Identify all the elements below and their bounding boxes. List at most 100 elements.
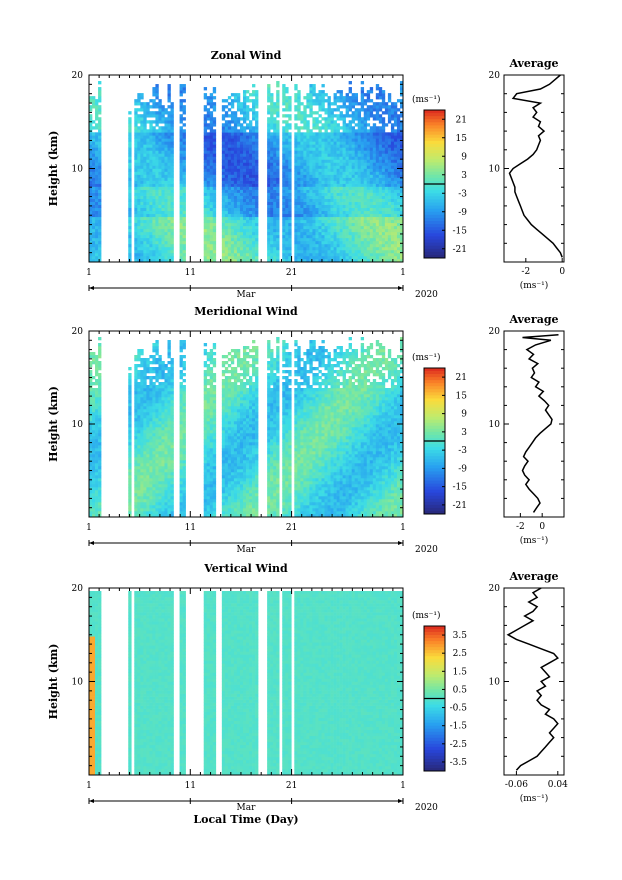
- heatmap-cell: [306, 211, 309, 214]
- heatmap-cell: [228, 162, 231, 165]
- heatmap-cell: [361, 190, 364, 193]
- heatmap-cell: [95, 505, 98, 508]
- heatmap-cell: [146, 451, 149, 454]
- heatmap-cell: [237, 169, 240, 172]
- heatmap-cell: [161, 229, 164, 232]
- heatmap-cell: [340, 93, 343, 96]
- heatmap-cell: [225, 250, 228, 253]
- heatmap-cell: [246, 175, 249, 178]
- heatmap-cell: [92, 211, 95, 214]
- heatmap-cell: [134, 499, 137, 502]
- heatmap-cell: [155, 208, 158, 211]
- heatmap-cell: [95, 226, 98, 229]
- heatmap-cell: [349, 193, 352, 196]
- heatmap-cell: [149, 490, 152, 493]
- heatmap-cell: [143, 391, 146, 394]
- heatmap-cell: [379, 90, 382, 93]
- heatmap-cell: [288, 202, 291, 205]
- heatmap-cell: [92, 150, 95, 153]
- heatmap-cell: [255, 196, 258, 199]
- heatmap-cell: [143, 358, 146, 361]
- heatmap-cell: [358, 102, 361, 105]
- heatmap-cell: [346, 162, 349, 165]
- heatmap-cell: [146, 484, 149, 487]
- heatmap-cell: [92, 502, 95, 505]
- heatmap-cell: [228, 196, 231, 199]
- heatmap-cell: [140, 156, 143, 159]
- heatmap-cell: [128, 205, 131, 208]
- heatmap-cell: [222, 126, 225, 129]
- heatmap-cell: [349, 229, 352, 232]
- heatmap-cell: [379, 108, 382, 111]
- heatmap-cell: [349, 238, 352, 241]
- heatmap-cell: [318, 150, 321, 153]
- heatmap-cell: [337, 141, 340, 144]
- heatmap-cell: [225, 226, 228, 229]
- heatmap-cell: [168, 96, 171, 99]
- heatmap-cell: [168, 208, 171, 211]
- heatmap-cell: [98, 493, 101, 496]
- heatmap-cell: [394, 247, 397, 250]
- heatmap-cell: [343, 232, 346, 235]
- heatmap-cell: [204, 238, 207, 241]
- heatmap-cell: [382, 223, 385, 226]
- heatmap-cell: [397, 156, 400, 159]
- heatmap-cell: [143, 496, 146, 499]
- heatmap-cell: [98, 153, 101, 156]
- heatmap-cell: [134, 448, 137, 451]
- heatmap-cell: [128, 156, 131, 159]
- heatmap-cell: [273, 235, 276, 238]
- heatmap-cell: [143, 199, 146, 202]
- heatmap-cell: [340, 193, 343, 196]
- heatmap-cell: [231, 253, 234, 256]
- colorbar-cell: [424, 199, 445, 202]
- heatmap-cell: [161, 165, 164, 168]
- heatmap-cell: [379, 105, 382, 108]
- heatmap-cell: [128, 499, 131, 502]
- heatmap-cell: [98, 445, 101, 448]
- heatmap-cell: [137, 181, 140, 184]
- heatmap-cell: [158, 190, 161, 193]
- heatmap-cell: [168, 144, 171, 147]
- heatmap-cell: [98, 111, 101, 114]
- heatmap-cell: [334, 175, 337, 178]
- heatmap-cell: [315, 199, 318, 202]
- heatmap-cell: [140, 430, 143, 433]
- heatmap-cell: [343, 123, 346, 126]
- heatmap-cell: [267, 172, 270, 175]
- heatmap-cell: [321, 193, 324, 196]
- heatmap-cell: [334, 172, 337, 175]
- heatmap-cell: [364, 241, 367, 244]
- heatmap-cell: [137, 129, 140, 132]
- heatmap-cell: [146, 469, 149, 472]
- heatmap-cell: [207, 247, 210, 250]
- heatmap-cell: [95, 367, 98, 370]
- heatmap-cell: [134, 418, 137, 421]
- heatmap-cell: [168, 117, 171, 120]
- heatmap-cell: [321, 226, 324, 229]
- heatmap-cell: [180, 178, 183, 181]
- heatmap-cell: [95, 156, 98, 159]
- heatmap-cell: [385, 220, 388, 223]
- heatmap-cell: [297, 169, 300, 172]
- heatmap-cell: [213, 150, 216, 153]
- heatmap-cell: [231, 175, 234, 178]
- heatmap-cell: [288, 114, 291, 117]
- heatmap-cell: [158, 223, 161, 226]
- heatmap-cell: [92, 469, 95, 472]
- heatmap-cell: [312, 226, 315, 229]
- heatmap-cell: [92, 403, 95, 406]
- heatmap-cell: [364, 144, 367, 147]
- heatmap-cell: [243, 150, 246, 153]
- heatmap-cell: [92, 433, 95, 436]
- heatmap-cell: [361, 220, 364, 223]
- heatmap-cell: [234, 217, 237, 220]
- heatmap-cell: [340, 117, 343, 120]
- heatmap-cell: [297, 156, 300, 159]
- heatmap-cell: [321, 214, 324, 217]
- heatmap-cell: [140, 108, 143, 111]
- heatmap-cell: [282, 99, 285, 102]
- heatmap-cell: [92, 162, 95, 165]
- heatmap-cell: [373, 190, 376, 193]
- heatmap-cell: [309, 165, 312, 168]
